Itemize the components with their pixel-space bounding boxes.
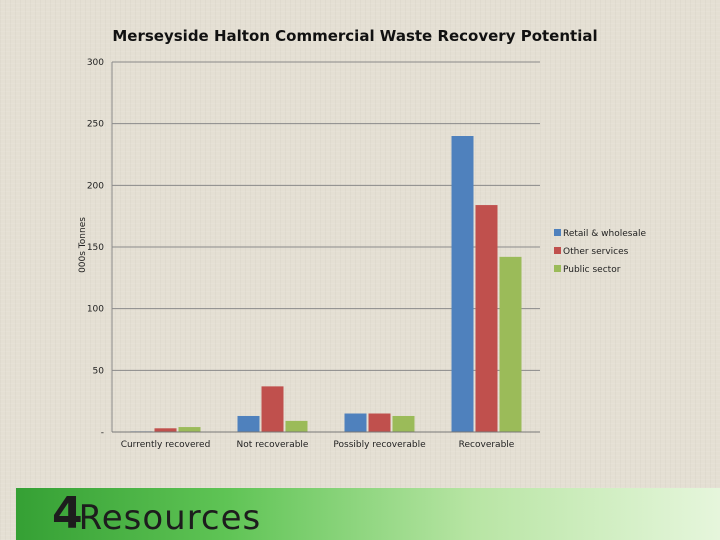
y-tick-label: - (101, 428, 104, 438)
legend-swatch (554, 229, 561, 236)
y-axis: - 50 100 150 200 250 300 (87, 58, 113, 438)
legend-label: Retail & wholesale (563, 229, 646, 239)
legend-swatch (554, 265, 561, 272)
legend: Retail & wholesale Other services Public s… (554, 229, 646, 275)
x-tick-label: Not recoverable (237, 440, 309, 450)
footer-banner: 4 Resources (16, 488, 720, 540)
bar (285, 420, 308, 432)
y-tick-label: 300 (87, 58, 104, 68)
legend-label: Other services (563, 247, 629, 257)
bar (344, 413, 367, 432)
bar (368, 413, 391, 432)
y-tick-label: 250 (87, 120, 104, 130)
bar (261, 386, 284, 432)
bar (475, 205, 498, 432)
y-tick-label: 50 (93, 366, 105, 376)
x-tick-label: Recoverable (459, 440, 515, 450)
legend-label: Public sector (563, 265, 621, 275)
bars (130, 136, 522, 432)
legend-swatch (554, 247, 561, 254)
bar (451, 136, 474, 432)
logo-mark: 4 (52, 488, 83, 539)
y-axis-label: 000s Tonnes (78, 217, 88, 273)
bar (154, 428, 177, 432)
brand-logo: 4 Resources (52, 490, 261, 540)
logo-word: Resources (78, 498, 262, 538)
bar-chart: - 50 100 150 200 250 300 Currently recovered No… (78, 58, 646, 450)
bar (237, 415, 260, 432)
bar (178, 427, 201, 432)
bar (499, 256, 522, 432)
chart-title: Merseyside Halton Commercial Waste Recov… (112, 27, 598, 45)
x-tick-label: Currently recovered (121, 440, 211, 450)
x-axis: Currently recovered Not recoverable Possib… (112, 431, 540, 450)
y-tick-label: 100 (87, 305, 104, 315)
bar (392, 415, 415, 432)
x-tick-label: Possibly recoverable (333, 440, 426, 450)
y-tick-label: 200 (87, 181, 104, 191)
y-tick-label: 150 (87, 243, 104, 253)
